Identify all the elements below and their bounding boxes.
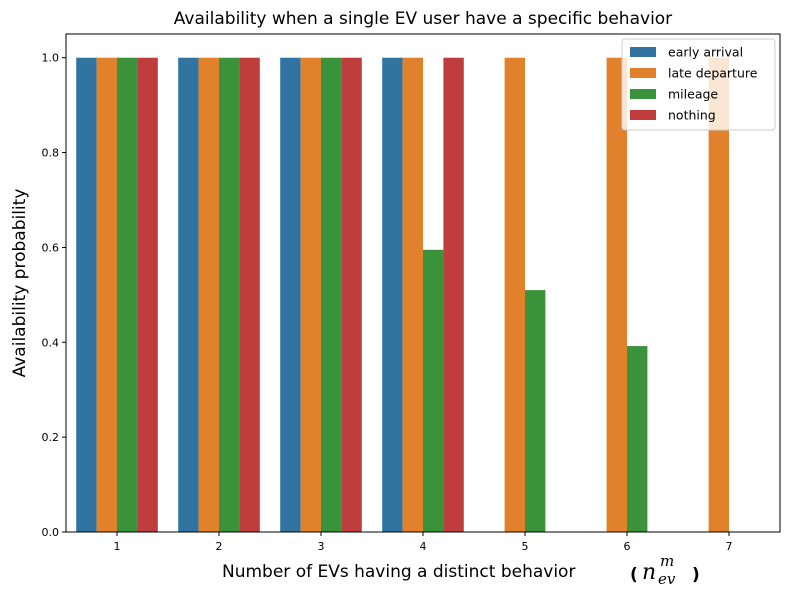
bar-late-departure-5 bbox=[504, 57, 525, 532]
y-tick-label: 0.0 bbox=[42, 526, 60, 539]
y-tick-label: 0.6 bbox=[42, 241, 60, 254]
legend-label: early arrival bbox=[668, 45, 743, 60]
legend-label: mileage bbox=[668, 87, 718, 102]
legend-label: late departure bbox=[668, 66, 758, 81]
bar-early-arrival-2 bbox=[178, 57, 199, 532]
y-tick-label: 0.4 bbox=[42, 336, 60, 349]
bar-mileage-4 bbox=[423, 249, 444, 533]
legend-swatch bbox=[630, 47, 656, 57]
x-axis-label-open-paren: ( bbox=[630, 565, 638, 585]
x-axis: 1 2 3 4 5 6 7 bbox=[114, 532, 733, 553]
legend-label: nothing bbox=[668, 108, 716, 123]
x-tick-label: 7 bbox=[726, 540, 733, 553]
bar-late-departure-6 bbox=[606, 57, 627, 532]
y-axis: 0.0 0.2 0.4 0.6 0.8 1.0 bbox=[42, 52, 66, 539]
bar-late-departure-1 bbox=[96, 57, 117, 532]
x-tick-label: 6 bbox=[624, 540, 631, 553]
bar-nothing-2 bbox=[239, 57, 260, 532]
plot-frame bbox=[65, 33, 781, 533]
chart-title: Availability when a single EV user have … bbox=[174, 9, 672, 29]
y-tick-label: 0.2 bbox=[42, 431, 60, 444]
bar-early-arrival-4 bbox=[382, 57, 403, 532]
legend-swatch bbox=[630, 110, 656, 120]
legend: early arrival late departure mileage nothin… bbox=[621, 38, 776, 131]
bar-mileage-2 bbox=[219, 57, 240, 532]
x-tick-label: 2 bbox=[216, 540, 223, 553]
bar-mileage-5 bbox=[525, 290, 546, 532]
legend-swatch bbox=[630, 89, 656, 99]
y-tick-label: 1.0 bbox=[42, 52, 60, 65]
bars-group bbox=[76, 57, 729, 533]
legend-swatch bbox=[630, 68, 656, 78]
x-axis-label-close-paren: ) bbox=[692, 565, 700, 585]
legend-box bbox=[621, 38, 776, 131]
x-axis-label-group: Number of EVs having a distinct behavior… bbox=[222, 552, 700, 588]
x-tick-label: 4 bbox=[420, 540, 427, 553]
x-tick-label: 3 bbox=[318, 540, 325, 553]
x-axis-label-math-base: n bbox=[642, 560, 656, 585]
x-axis-label-math-sup: m bbox=[660, 552, 674, 570]
y-axis-label: Availability probability bbox=[10, 189, 30, 378]
bar-mileage-6 bbox=[627, 346, 648, 532]
bar-late-departure-2 bbox=[198, 57, 219, 532]
bar-mileage-1 bbox=[117, 57, 138, 532]
bar-early-arrival-1 bbox=[76, 57, 97, 532]
bar-early-arrival-3 bbox=[280, 57, 301, 532]
bar-nothing-3 bbox=[341, 57, 362, 532]
y-tick-label: 0.8 bbox=[42, 147, 60, 160]
bar-nothing-4 bbox=[443, 57, 464, 532]
x-tick-label: 1 bbox=[114, 540, 121, 553]
bar-mileage-3 bbox=[321, 57, 342, 532]
bar-late-departure-4 bbox=[402, 57, 423, 532]
bar-late-departure-3 bbox=[300, 57, 321, 532]
bar-nothing-1 bbox=[137, 57, 158, 532]
x-axis-label: Number of EVs having a distinct behavior bbox=[222, 562, 575, 582]
x-axis-label-math-sub: ev bbox=[658, 570, 676, 588]
x-tick-label: 5 bbox=[522, 540, 529, 553]
bar-late-departure-7 bbox=[708, 57, 729, 532]
